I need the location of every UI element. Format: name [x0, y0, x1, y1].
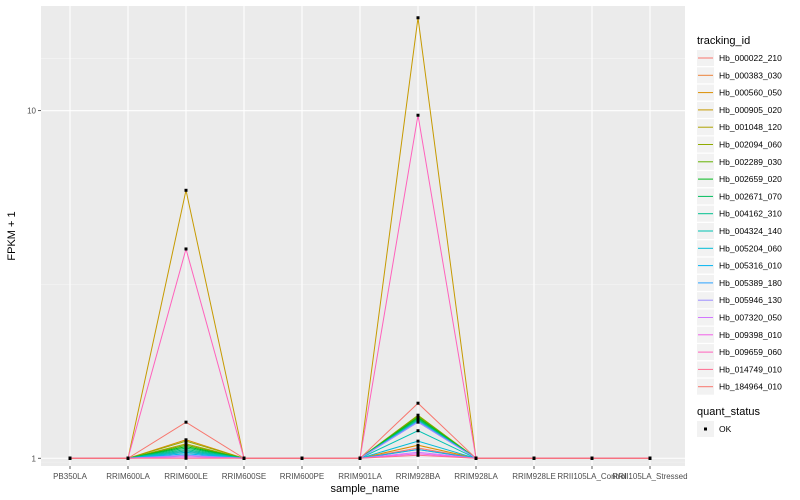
legend-label: Hb_184964_010 [719, 382, 782, 392]
legend-label: Hb_000022_210 [719, 53, 782, 63]
data-point [590, 456, 594, 460]
data-point [358, 456, 362, 460]
legend-label: Hb_005389_180 [719, 278, 782, 288]
legend-label: Hb_005946_130 [719, 295, 782, 305]
y-axis: 1 10 [27, 107, 41, 463]
legend-tracking-id: tracking_id Hb_000022_210 Hb_000383_030 Hb… [697, 35, 782, 395]
x-tick-label: RRII105LA_Stressed [612, 472, 687, 481]
data-point [126, 456, 130, 460]
data-point [416, 429, 420, 433]
legend-label: Hb_005316_010 [719, 261, 782, 271]
data-point [184, 420, 188, 424]
legend2-label: OK [719, 424, 732, 434]
legend-label: Hb_002659_020 [719, 174, 782, 184]
data-point [416, 420, 420, 424]
data-point [184, 247, 188, 251]
data-point [416, 16, 420, 20]
legend-label: Hb_002671_070 [719, 191, 782, 201]
legend-label: Hb_014749_010 [719, 364, 782, 374]
legend-label: Hb_001048_120 [719, 122, 782, 132]
x-axis-title: sample_name [330, 483, 399, 495]
data-point [184, 455, 188, 459]
data-point [416, 113, 420, 117]
legend-label: Hb_000560_050 [719, 88, 782, 98]
legend-label: Hb_009659_060 [719, 347, 782, 357]
data-point [532, 456, 536, 460]
legend-label: Hb_000905_020 [719, 105, 782, 115]
data-point [242, 456, 246, 460]
x-tick-label: RRIM600LE [164, 472, 208, 481]
data-point [184, 439, 188, 443]
legend2-title: quant_status [697, 406, 760, 418]
x-tick-label: RRIM600PE [280, 472, 324, 481]
data-point [648, 456, 652, 460]
x-tick-label: RRIM600SE [222, 472, 266, 481]
x-tick-label: RRIM901LA [338, 472, 382, 481]
data-points [68, 16, 652, 460]
grid-lines [41, 6, 685, 466]
x-tick-label: RRIM600LA [106, 472, 150, 481]
legend2-key-point [704, 427, 707, 431]
data-point [184, 456, 188, 460]
data-point [68, 456, 72, 460]
legend-label: Hb_009398_010 [719, 330, 782, 340]
plot-panel [41, 6, 685, 466]
x-tick-label: PB350LA [53, 472, 87, 481]
data-point [416, 439, 420, 443]
legend-quant-status: quant_status OK [697, 406, 760, 437]
legend-label: Hb_004324_140 [719, 226, 782, 236]
data-point [184, 188, 188, 192]
x-tick-label: RRIM928LA [454, 472, 498, 481]
x-tick-label: RRIM928BA [396, 472, 441, 481]
data-point [416, 453, 420, 457]
data-point [416, 443, 420, 447]
y-axis-title: FPKM + 1 [6, 211, 18, 260]
legend-label: Hb_002289_030 [719, 157, 782, 167]
data-point [416, 447, 420, 451]
data-point [474, 456, 478, 460]
legend-title: tracking_id [697, 35, 750, 47]
data-point [416, 401, 420, 405]
y-tick-label: 10 [27, 107, 36, 116]
y-tick-label: 1 [32, 454, 37, 463]
x-axis: PB350LA RRIM600LA RRIM600LE RRIM600SE RRIM60… [53, 466, 688, 481]
legend-label: Hb_002094_060 [719, 140, 782, 150]
legend-label: Hb_004162_310 [719, 209, 782, 219]
data-point [300, 456, 304, 460]
x-tick-label: RRII105LA_Control [557, 472, 627, 481]
legend-label: Hb_005204_060 [719, 243, 782, 253]
legend-label: Hb_000383_030 [719, 70, 782, 80]
x-tick-label: RRIM928LE [512, 472, 556, 481]
legend-label: Hb_007320_050 [719, 313, 782, 323]
